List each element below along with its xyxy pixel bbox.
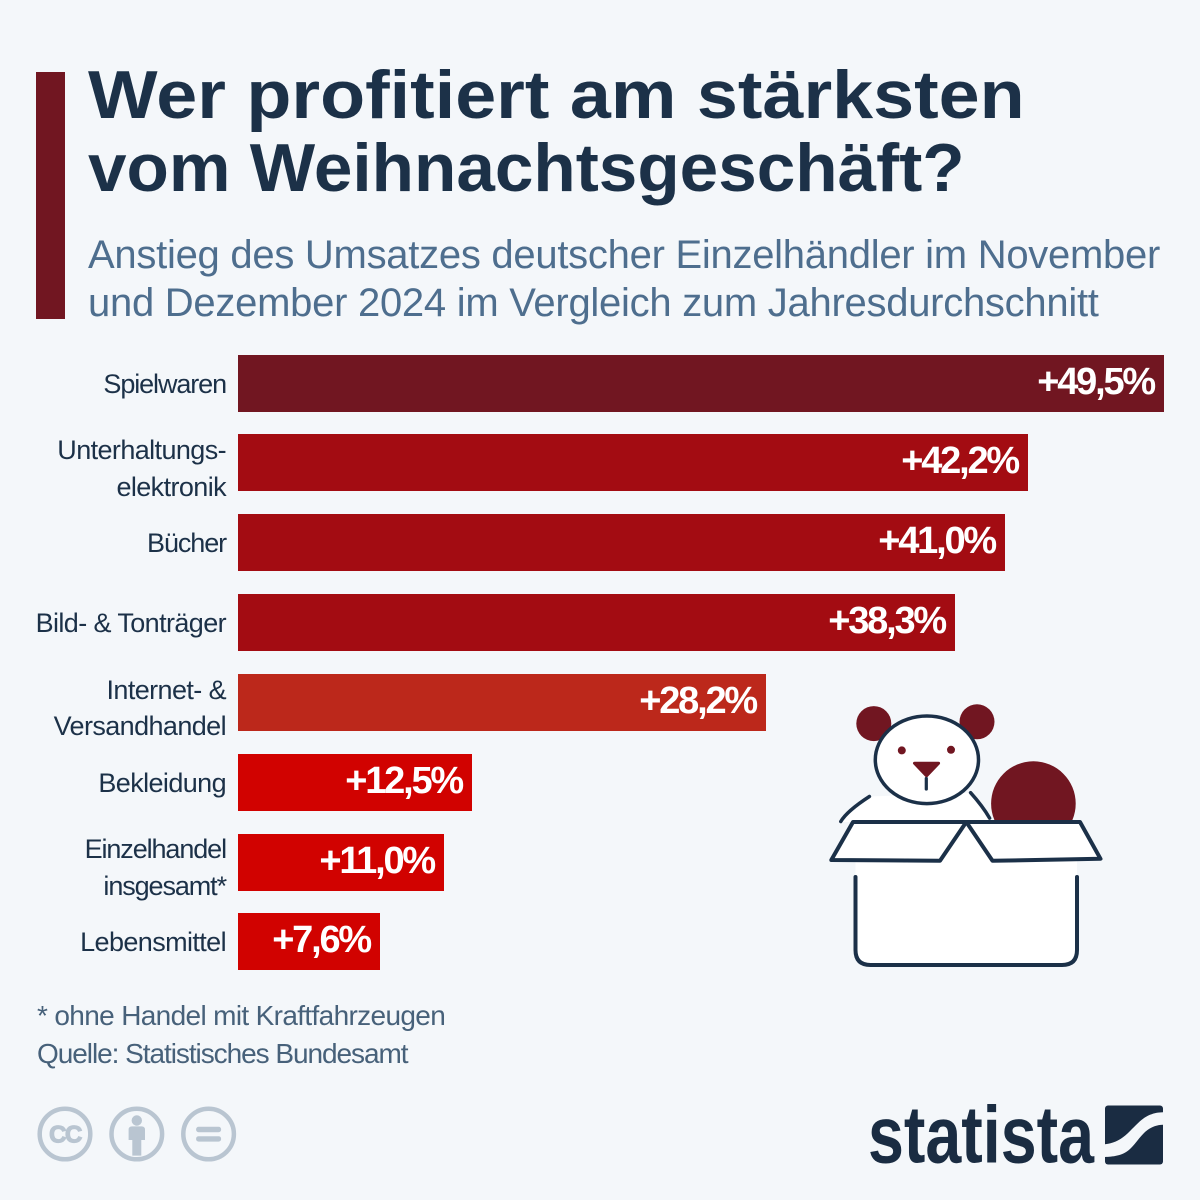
svg-text:statista: statista xyxy=(868,1095,1095,1175)
svg-text:CC: CC xyxy=(49,1121,82,1148)
